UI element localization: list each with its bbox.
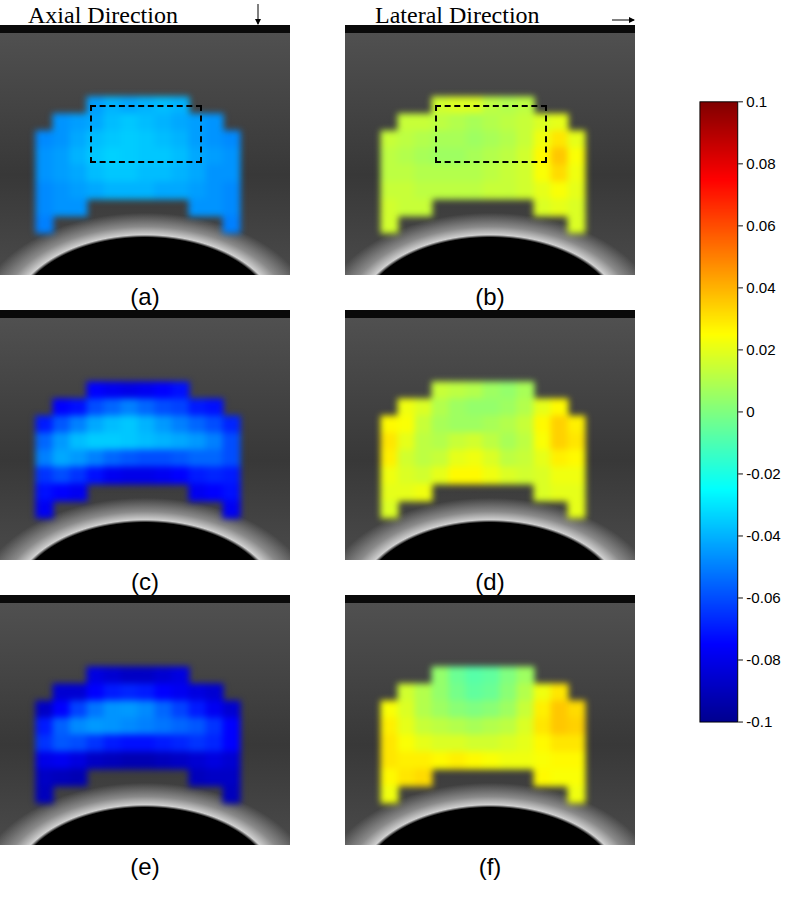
svg-text:0: 0 bbox=[746, 403, 754, 420]
html-text:(a): (a) bbox=[130, 283, 160, 310]
html-text:(d): (d) bbox=[475, 568, 505, 595]
svg-text:0.1: 0.1 bbox=[746, 93, 767, 110]
html-text:Axial Direction: Axial Direction bbox=[28, 2, 178, 28]
html-text:(c): (c) bbox=[131, 568, 159, 595]
svg-text:-0.04: -0.04 bbox=[746, 527, 780, 544]
html-text:(b): (b) bbox=[475, 283, 505, 310]
svg-text:-0.1: -0.1 bbox=[746, 713, 772, 730]
svg-text:-0.08: -0.08 bbox=[746, 651, 780, 668]
svg-text:0.04: 0.04 bbox=[746, 279, 775, 296]
svg-text:0.08: 0.08 bbox=[746, 155, 775, 172]
svg-text:-0.06: -0.06 bbox=[746, 589, 780, 606]
html-text:(e): (e) bbox=[130, 853, 160, 880]
svg-text:0.06: 0.06 bbox=[746, 217, 775, 234]
html-text:Lateral Direction: Lateral Direction bbox=[375, 2, 540, 28]
svg-text:-0.02: -0.02 bbox=[746, 465, 780, 482]
html-text:(f): (f) bbox=[478, 853, 502, 880]
svg-text:0.02: 0.02 bbox=[746, 341, 775, 358]
